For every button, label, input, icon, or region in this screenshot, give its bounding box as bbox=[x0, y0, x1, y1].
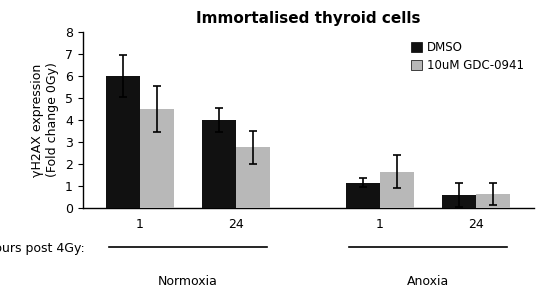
Bar bbox=[236, 147, 270, 208]
Legend: DMSO, 10uM GDC-0941: DMSO, 10uM GDC-0941 bbox=[407, 38, 527, 75]
Bar bbox=[442, 195, 476, 208]
Bar bbox=[107, 76, 140, 208]
Title: Immortalised thyroid cells: Immortalised thyroid cells bbox=[196, 12, 420, 27]
Bar bbox=[380, 172, 414, 208]
Y-axis label: γH2AX expression
(Fold change 0Gy): γH2AX expression (Fold change 0Gy) bbox=[31, 62, 59, 177]
Text: Hours post 4Gy:: Hours post 4Gy: bbox=[0, 242, 84, 255]
Bar bbox=[476, 194, 509, 208]
Bar bbox=[346, 183, 380, 208]
Text: Anoxia: Anoxia bbox=[407, 275, 449, 288]
Bar bbox=[202, 120, 236, 208]
Text: Normoxia: Normoxia bbox=[158, 275, 218, 288]
Bar bbox=[140, 109, 174, 208]
